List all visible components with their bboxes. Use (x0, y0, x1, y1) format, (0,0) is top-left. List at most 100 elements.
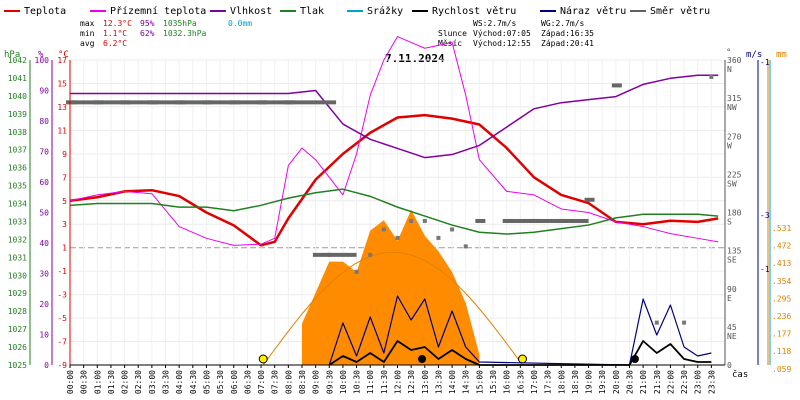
stat-0-1: 12.3°C (103, 19, 132, 28)
temp-tick-1: 15 (57, 79, 67, 88)
pressure-tick-14: 1028 (8, 307, 27, 316)
direction-tick-label-3: SW (727, 179, 737, 188)
wind-dir-point-11 (368, 252, 373, 257)
sun-label: Slunce (438, 29, 467, 38)
legend-label-7: Směr větru (650, 5, 710, 17)
series-line-1 (69, 36, 719, 246)
wind-tick-0: -1 (760, 58, 770, 67)
precip-tick-6: .177 (772, 330, 791, 339)
wind-dir-point-23 (584, 197, 595, 202)
direction-tick-label-0: N (727, 65, 732, 74)
temp-tick-2: 13 (57, 103, 67, 112)
direction-tick-0: 360 (727, 56, 742, 65)
humidity-tick-9: 10 (39, 331, 49, 340)
humidity-tick-0: 100 (35, 56, 50, 65)
precip-tick-2: .413 (772, 259, 791, 268)
direction-tick-8: 0 (727, 361, 732, 370)
pressure-tick-7: 1035 (8, 182, 27, 191)
humidity-tick-6: 40 (39, 239, 49, 248)
wind-dir-point-16 (436, 235, 441, 240)
stat-1-3: 1032.3hPa (163, 29, 207, 38)
wind-dir-point-15 (422, 218, 427, 223)
humidity-tick-10: 0 (44, 361, 49, 370)
sunrise-marker (258, 354, 268, 364)
legend-label-3: Tlak (300, 6, 324, 17)
time-unit: čas (732, 369, 748, 380)
humidity-unit: % (38, 50, 44, 60)
temp-tick-10: -3 (57, 291, 67, 300)
direction-tick-4: 180 (727, 209, 742, 218)
direction-tick-label-4: S (727, 218, 732, 227)
temp-tick-0: 17 (57, 56, 67, 65)
x-tick-42: 21:00 (639, 370, 648, 394)
series-line-3 (69, 188, 719, 235)
direction-tick-1: 315 (727, 94, 742, 103)
x-tick-6: 03:00 (148, 370, 157, 394)
pressure-tick-9: 1033 (8, 217, 27, 226)
legend-label-1: Přízemní teplota (110, 5, 206, 17)
wind-unit: m/s (746, 50, 762, 60)
x-tick-7: 03:30 (162, 370, 171, 394)
x-tick-26: 13:00 (421, 370, 430, 394)
pressure-tick-10: 1032 (8, 235, 27, 244)
x-tick-19: 09:30 (325, 370, 334, 394)
stat-0-2: 95% (140, 19, 155, 28)
pressure-tick-5: 1037 (8, 146, 27, 155)
x-tick-32: 16:00 (503, 370, 512, 394)
temp-unit: °C (58, 50, 69, 60)
pressure-tick-15: 1027 (8, 325, 27, 334)
temp-tick-3: 11 (57, 126, 67, 135)
x-tick-43: 21:30 (653, 370, 662, 394)
sun-arc (262, 251, 523, 366)
wind-dir-point-27 (709, 74, 714, 79)
precip-tick-0: .531 (772, 224, 791, 233)
direction-unit: ° (726, 48, 731, 58)
stat-2-1: 6.2°C (103, 39, 127, 48)
wind-dir-point-19 (475, 218, 486, 223)
stat-0-3: 1035hPa (163, 19, 197, 28)
x-tick-22: 11:00 (366, 370, 375, 394)
series-line-4 (328, 295, 712, 366)
precip-tick-1: .472 (772, 242, 791, 251)
axes: hPa% °C ° m/s mm čas 17 15 13 11 9 7 5 3 1 -1 -3 -5 -7 -9 10… (4, 48, 791, 394)
humidity-tick-4: 60 (39, 178, 49, 187)
pressure-unit: hPa (4, 50, 20, 60)
wind-dir-point-14 (409, 218, 414, 223)
x-tick-20: 10:00 (339, 370, 348, 394)
legend-label-4: Srážky (367, 5, 403, 17)
pressure-tick-11: 1031 (8, 253, 27, 262)
wind-dir-bar-night (70, 100, 337, 105)
direction-tick-5: 135 (727, 247, 742, 256)
moon-rise: Východ:12:55 (473, 39, 531, 48)
x-tick-45: 22:30 (680, 370, 689, 394)
stat-0-0: max (80, 19, 95, 28)
x-tick-41: 20:30 (625, 370, 634, 394)
sun-set: Západ:16:35 (541, 29, 594, 38)
moon-label: Měsíc (438, 39, 462, 48)
x-tick-29: 14:30 (462, 370, 471, 394)
x-tick-15: 07:30 (271, 370, 280, 394)
wind-dir-bar-morning (312, 252, 357, 257)
direction-tick-2: 270 (727, 132, 742, 141)
temp-tick-5: 7 (62, 173, 67, 182)
pressure-tick-3: 1039 (8, 110, 27, 119)
direction-tick-6: 90 (727, 285, 737, 294)
temp-tick-13: -9 (57, 361, 67, 370)
temp-tick-9: -1 (57, 267, 67, 276)
stat-0-4: 0.0mm (228, 19, 252, 28)
legend-label-0: Teplota (24, 6, 66, 17)
x-tick-40: 20:00 (612, 370, 621, 394)
pressure-tick-2: 1040 (8, 92, 27, 101)
legend-label-6: Náraz větru (560, 5, 626, 17)
x-tick-34: 17:00 (530, 370, 539, 394)
pressure-tick-8: 1034 (8, 200, 27, 209)
temp-tick-8: 1 (62, 244, 67, 253)
x-tick-4: 02:00 (121, 370, 130, 394)
x-tick-35: 17:30 (544, 370, 553, 394)
chart-header: 7.11.2024 Teplota Přízemní teplota Vlhkost… (4, 5, 710, 65)
x-tick-30: 15:00 (475, 370, 484, 394)
x-tick-14: 07:00 (257, 370, 266, 394)
wind-tick-1: -3 (760, 211, 770, 220)
x-tick-44: 22:00 (666, 370, 675, 394)
wind-dir-point-26 (682, 320, 687, 325)
